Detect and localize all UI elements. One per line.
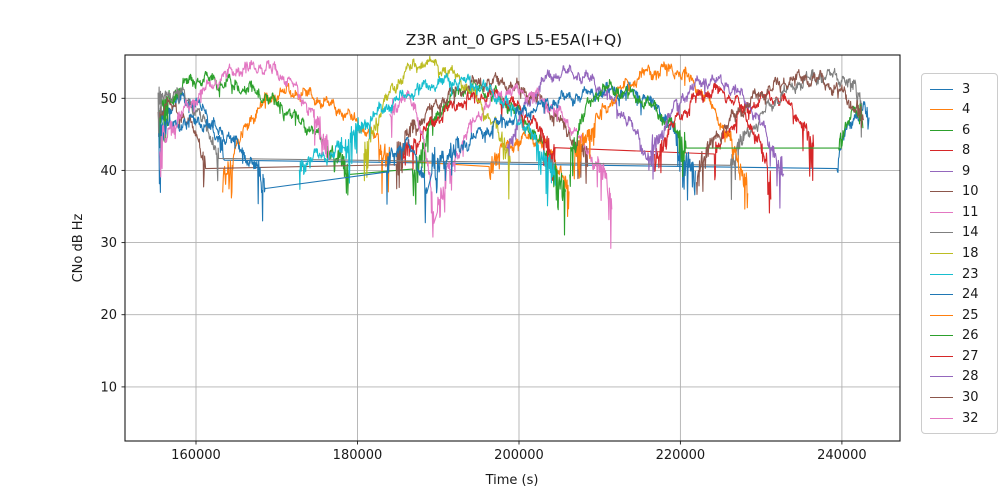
legend-item-24: 24	[922, 288, 997, 302]
legend-item-10: 10	[922, 185, 997, 199]
legend-label: 9	[962, 163, 971, 179]
series-line-14	[157, 67, 863, 201]
x-axis-label: Time (s)	[485, 473, 539, 488]
legend-item-4: 4	[922, 103, 997, 117]
y-tick-label: 30	[100, 236, 117, 251]
series-line-10	[157, 72, 589, 190]
series-line-18	[363, 55, 511, 200]
series-layer	[157, 55, 870, 249]
series-line-30	[696, 69, 864, 195]
series-line-32	[159, 59, 330, 178]
series-line-8	[398, 88, 815, 182]
series-line-28	[649, 74, 785, 209]
series-line-11	[389, 82, 613, 249]
legend-item-26: 26	[922, 329, 997, 343]
legend-item-23: 23	[922, 267, 997, 281]
legend-label: 32	[962, 410, 979, 426]
x-tick-label: 160000	[171, 448, 221, 463]
legend-swatch	[930, 376, 953, 378]
x-tick-label: 220000	[656, 448, 706, 463]
legend-label: 26	[962, 328, 979, 344]
y-tick-label: 20	[100, 308, 117, 323]
legend-label: 28	[962, 369, 979, 385]
series-line-25	[573, 61, 749, 210]
legend-item-18: 18	[922, 247, 997, 261]
legend-swatch	[930, 129, 953, 131]
legend-item-9: 9	[922, 164, 997, 178]
legend-label: 14	[962, 225, 979, 241]
legend-swatch	[930, 273, 953, 275]
x-tick-label: 240000	[817, 448, 867, 463]
legend-item-27: 27	[922, 349, 997, 363]
series-line-9	[505, 64, 655, 173]
y-tick-label: 10	[100, 380, 117, 395]
legend-swatch	[930, 232, 953, 234]
legend-label: 6	[962, 122, 971, 138]
series-line-6	[158, 71, 567, 236]
legend-label: 18	[962, 246, 979, 261]
legend-swatch	[930, 191, 953, 193]
legend-item-28: 28	[922, 370, 997, 384]
legend-item-8: 8	[922, 144, 997, 158]
legend-label: 4	[962, 102, 971, 118]
legend-swatch	[930, 170, 953, 172]
legend-label: 24	[962, 287, 979, 303]
x-tick-label: 200000	[494, 448, 544, 463]
x-tick-label: 180000	[333, 448, 383, 463]
legend-item-14: 14	[922, 226, 997, 240]
legend-swatch	[930, 417, 953, 419]
legend-label: 11	[962, 204, 979, 220]
legend-item-25: 25	[922, 308, 997, 322]
tick-layer: 160000 180000 200000 220000 240000 10 20 30 40 50	[100, 92, 866, 463]
grid-layer	[125, 55, 900, 441]
legend-label: 3	[962, 81, 971, 97]
legend-item-32: 32	[922, 411, 997, 425]
legend-swatch	[930, 355, 953, 357]
legend: 3 4 6 8 9 10 11 14 18 23 24 25 26 27 28 30 32	[921, 73, 998, 434]
y-tick-label: 50	[100, 92, 117, 107]
y-axis-label: CNo dB Hz	[71, 213, 86, 282]
legend-item-6: 6	[922, 123, 997, 137]
legend-swatch	[930, 396, 953, 398]
legend-item-3: 3	[922, 82, 997, 96]
legend-label: 30	[962, 389, 979, 405]
legend-item-11: 11	[922, 205, 997, 219]
plot-border	[124, 54, 901, 442]
legend-label: 25	[962, 307, 979, 323]
legend-swatch	[930, 88, 953, 90]
series-line-27	[654, 81, 772, 214]
legend-item-30: 30	[922, 390, 997, 404]
series-line-26	[569, 79, 864, 187]
y-tick-label: 40	[100, 164, 117, 179]
legend-swatch	[930, 150, 953, 152]
chart-title: Z3R ant_0 GPS L5-E5A(I+Q)	[406, 31, 622, 50]
legend-label: 8	[962, 143, 971, 159]
series-line-4	[222, 82, 570, 218]
legend-label: 23	[962, 266, 979, 282]
legend-swatch	[930, 335, 953, 337]
legend-swatch	[930, 211, 953, 213]
legend-label: 27	[962, 348, 979, 364]
legend-swatch	[930, 314, 953, 316]
series-line-23	[298, 73, 556, 207]
legend-swatch	[930, 253, 953, 254]
legend-swatch	[930, 294, 953, 296]
legend-label: 10	[962, 184, 979, 200]
series-line-24	[158, 81, 697, 224]
legend-swatch	[930, 109, 953, 111]
